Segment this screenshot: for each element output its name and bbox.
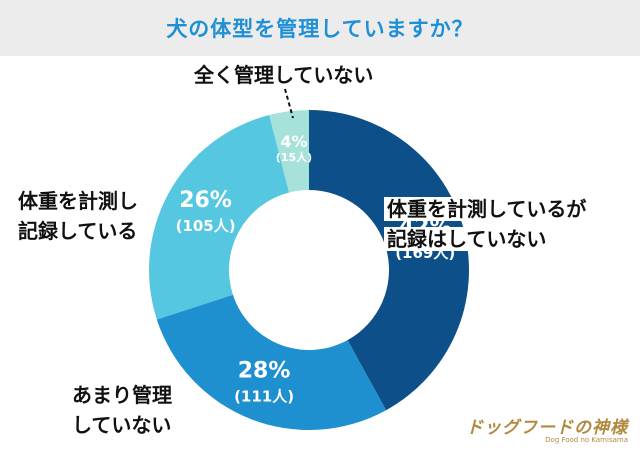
title-bar: 犬の体型を管理していますか？ (0, 0, 640, 56)
brand-logo: ドッグフードの神様 Dog Food no Kamisama (466, 418, 628, 444)
percent-label-not-much: 28% (238, 358, 291, 383)
slice-not-much (156, 294, 387, 430)
percent-label-measure-and-record: 26% (179, 188, 232, 213)
slice-not-at-all (269, 110, 309, 193)
slice-label-not-much: あまり管理 していない (72, 383, 172, 437)
slice-measure-not-record (309, 110, 470, 411)
count-label-measure-and-record: (105人) (176, 217, 236, 235)
leader-line (284, 88, 294, 119)
count-label-not-at-all: (15人) (276, 150, 312, 164)
slice-label-not-at-all: 全く管理していない (194, 63, 374, 87)
percent-label-not-at-all: 4% (280, 132, 307, 151)
slice-label-measure-and-record: 体重を計測し 記録している (18, 189, 138, 243)
slice-measure-and-record (148, 115, 290, 320)
count-label-not-much: (111人) (234, 387, 294, 405)
slice-label-measure-not-record: 体重を計測しているが 記録はしていない (384, 194, 590, 254)
chart-title: 犬の体型を管理していますか？ (166, 17, 474, 41)
